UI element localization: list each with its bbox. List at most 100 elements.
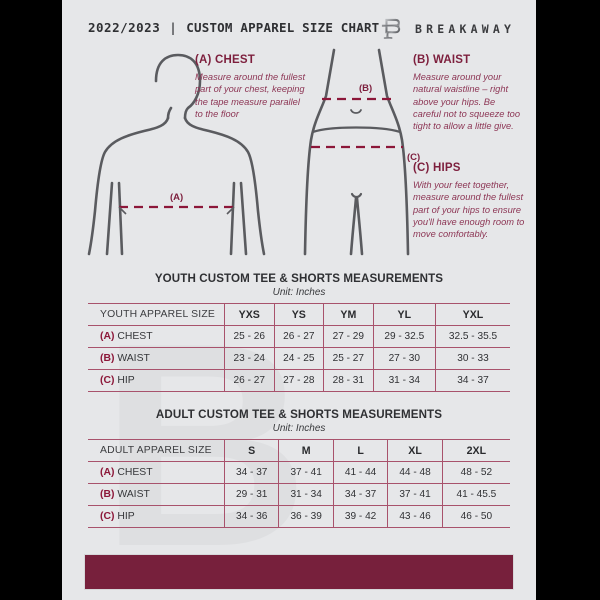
hips-line-label: (C) [407,152,420,163]
youth-size-table: YOUTH APPAREL SIZE YXS YS YM YL YXL (A) … [88,303,510,392]
adult-hip-2xl: 46 - 50 [441,505,510,528]
adult-measurements-section: ADULT CUSTOM TEE & SHORTS MEASUREMENTS U… [62,408,536,528]
callout-hips-text: With your feet together, measure around … [413,180,525,240]
adult-hip-l: 39 - 42 [332,505,388,528]
row-mark: (B) [100,489,115,500]
youth-size-col-3: YL [372,303,436,326]
youth-chest-ys: 26 - 27 [273,325,324,348]
youth-chest-yl: 29 - 32.5 [372,325,436,348]
youth-size-col-4: YXL [434,303,510,326]
table-row: (B) WAIST 23 - 24 24 - 25 25 - 27 27 - 3… [88,347,510,370]
adult-waist-xl: 37 - 41 [387,483,443,506]
youth-waist-yxs: 23 - 24 [224,347,275,370]
upper-body-torso-outline-icon [87,53,266,256]
row-label: HIP [117,511,135,522]
adult-hip-s: 34 - 36 [223,505,279,528]
table-row: (B) WAIST 29 - 31 31 - 34 34 - 37 37 - 4… [88,483,510,506]
youth-row-label-chest: (A) CHEST [88,325,225,348]
adult-size-col-0: S [223,439,279,462]
youth-hip-ys: 27 - 28 [273,369,324,392]
youth-waist-yxl: 30 - 33 [434,347,510,370]
page-title: CUSTOM APPAREL SIZE CHART [186,20,380,35]
youth-size-col-1: YS [273,303,324,326]
youth-hip-yxl: 34 - 37 [434,369,510,392]
adult-table-unit: Unit: Inches [272,423,326,434]
adult-size-col-4: 2XL [441,439,510,462]
chest-line-label: (A) [170,192,183,203]
header-season-year: 2022/2023 [88,20,161,35]
header-separator: | [169,20,178,35]
measurement-diagram: (A) [62,48,536,274]
adult-size-col-1: M [278,439,334,462]
breakaway-b-logo-icon [381,18,401,39]
size-chart-page: B 2022/2023 | CUSTOM APPAREL SIZE CHART [62,0,536,600]
adult-chest-l: 41 - 44 [332,461,388,484]
row-mark: (A) [100,331,115,342]
youth-chest-yxs: 25 - 26 [224,325,275,348]
page-header: 2022/2023 | CUSTOM APPAREL SIZE CHART [62,0,536,52]
adult-row-label-waist: (B) WAIST [88,483,225,506]
row-label: WAIST [117,489,150,500]
body-figures-illustration: (A) [87,48,420,256]
callout-waist-title: (B) WAIST [413,54,471,66]
table-header-row: ADULT APPAREL SIZE S M L XL 2XL [88,439,510,462]
footer-accent-bar [84,554,514,590]
table-header-row: YOUTH APPAREL SIZE YXS YS YM YL YXL [88,303,510,326]
brand-name: BREAKAWAY [415,22,516,36]
youth-row-label-hip: (C) HIP [88,369,225,392]
adult-chest-2xl: 48 - 52 [441,461,510,484]
callout-chest-title: (A) CHEST [195,54,255,66]
adult-chest-s: 34 - 37 [223,461,279,484]
youth-table-unit: Unit: Inches [272,287,326,298]
youth-row-label-waist: (B) WAIST [88,347,225,370]
youth-chest-yxl: 32.5 - 35.5 [434,325,510,348]
callout-chest-text: Measure around the fullest part of your … [195,72,306,119]
callout-waist-text: Measure around your natural waistline – … [413,72,520,132]
youth-waist-yl: 27 - 30 [372,347,436,370]
callout-waist: (B) WAIST Measure around your natural wa… [413,54,525,132]
chest-measure-line [118,205,235,215]
lower-body-hips-outline-icon [303,48,410,256]
youth-hip-ym: 28 - 31 [323,369,374,392]
row-label: WAIST [117,353,150,364]
adult-waist-l: 34 - 37 [332,483,388,506]
callout-chest: (A) CHEST Measure around the fullest par… [195,54,307,120]
waist-line-label: (B) [359,83,372,94]
brand-lockup: BREAKAWAY [378,16,515,42]
table-row: (C) HIP 34 - 36 36 - 39 39 - 42 43 - 46 … [88,505,510,528]
youth-waist-ym: 25 - 27 [323,347,374,370]
adult-waist-2xl: 41 - 45.5 [441,483,510,506]
table-row: (A) CHEST 34 - 37 37 - 41 41 - 44 44 - 4… [88,461,510,484]
row-label: CHEST [117,331,153,342]
youth-chest-ym: 27 - 29 [323,325,374,348]
adult-table-title: ADULT CUSTOM TEE & SHORTS MEASUREMENTS [155,408,443,421]
adult-row-label-hip: (C) HIP [88,505,225,528]
callout-hips: (C) HIPS With your feet together, measur… [413,162,529,240]
header-title-group: 2022/2023 | CUSTOM APPAREL SIZE CHART [88,20,379,35]
youth-size-col-2: YM [323,303,374,326]
adult-hip-xl: 43 - 46 [387,505,443,528]
table-row: (A) CHEST 25 - 26 26 - 27 27 - 29 29 - 3… [88,325,510,348]
youth-size-col-0: YXS [224,303,275,326]
adult-size-col-3: XL [387,439,443,462]
adult-size-table: ADULT APPAREL SIZE S M L XL 2XL (A) CHES… [88,439,510,528]
youth-waist-ys: 24 - 25 [273,347,324,370]
youth-table-title: YOUTH CUSTOM TEE & SHORTS MEASUREMENTS [154,272,444,285]
row-mark: (B) [100,353,115,364]
callout-hips-title: (C) HIPS [413,162,461,174]
adult-chest-xl: 44 - 48 [387,461,443,484]
adult-hip-m: 36 - 39 [278,505,334,528]
row-mark: (C) [100,375,115,386]
youth-hip-yxs: 26 - 27 [224,369,275,392]
table-row: (C) HIP 26 - 27 27 - 28 28 - 31 31 - 34 … [88,369,510,392]
youth-hip-yl: 31 - 34 [372,369,436,392]
youth-size-label-header: YOUTH APPAREL SIZE [88,303,225,326]
adult-waist-m: 31 - 34 [278,483,334,506]
adult-size-col-2: L [332,439,388,462]
adult-waist-s: 29 - 31 [223,483,279,506]
adult-size-label-header: ADULT APPAREL SIZE [88,439,225,462]
row-mark: (A) [100,467,115,478]
row-label: CHEST [117,467,153,478]
adult-chest-m: 37 - 41 [278,461,334,484]
